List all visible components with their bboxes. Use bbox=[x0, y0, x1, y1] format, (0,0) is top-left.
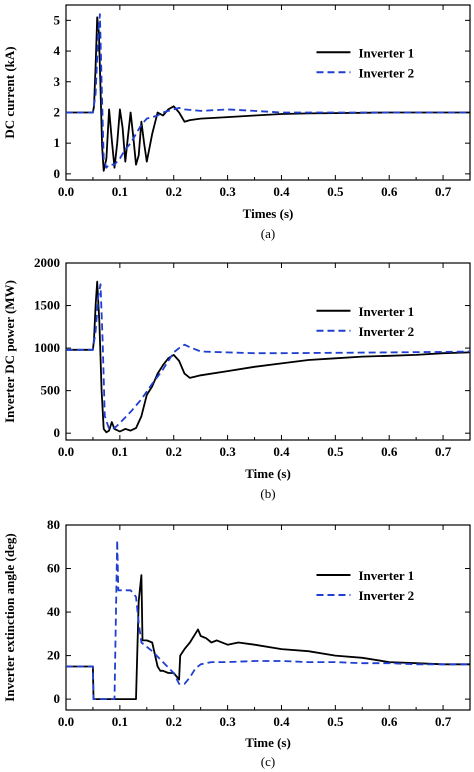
y-tick-label: 500 bbox=[41, 383, 61, 398]
plot-frame bbox=[65, 4, 471, 181]
chart-panel: 0.0 0.1 0.2 0.3 0.4 0.5 0.6 0.7 0 1 2 3 4 5 Times (s) D… bbox=[2, 4, 471, 241]
y-tick-label: 1000 bbox=[34, 340, 60, 355]
series-line-1 bbox=[66, 280, 471, 434]
x-tick-label: 0.1 bbox=[112, 714, 128, 729]
x-tick-label: 0.5 bbox=[327, 714, 344, 729]
legend-label-2: Inverter 2 bbox=[358, 324, 414, 339]
y-tick-label: 5 bbox=[54, 12, 61, 27]
x-tick-label: 0.2 bbox=[166, 184, 182, 199]
x-tick-label: 0.6 bbox=[381, 184, 398, 199]
y-tick-label: 2000 bbox=[34, 255, 60, 270]
y-axis-label: Inverter extinction angle (deg) bbox=[2, 533, 17, 701]
x-axis-label: Time (s) bbox=[245, 735, 291, 750]
y-tick-label: 40 bbox=[47, 604, 60, 619]
x-tick-label: 0.4 bbox=[273, 184, 290, 199]
x-tick-label: 0.7 bbox=[435, 444, 452, 459]
legend-label-1: Inverter 1 bbox=[358, 568, 414, 583]
y-tick-label: 80 bbox=[47, 517, 60, 532]
x-tick-label: 0.2 bbox=[166, 714, 182, 729]
x-tick-label: 0.0 bbox=[58, 184, 74, 199]
panel-caption: (c) bbox=[261, 754, 275, 769]
x-tick-label: 0.3 bbox=[219, 184, 236, 199]
x-tick-label: 0.4 bbox=[273, 444, 290, 459]
x-tick-label: 0.0 bbox=[58, 444, 74, 459]
y-axis-label: DC current (kA) bbox=[2, 46, 17, 138]
chart-panel: 0.0 0.1 0.2 0.3 0.4 0.5 0.6 0.7 0 500 1000 1500 2000… bbox=[2, 255, 471, 501]
legend-label-1: Inverter 1 bbox=[358, 45, 414, 60]
series-line-2 bbox=[66, 539, 470, 700]
x-axis-label: Times (s) bbox=[243, 206, 294, 221]
x-tick-label: 0.7 bbox=[435, 714, 452, 729]
y-tick-label: 4 bbox=[54, 43, 61, 58]
x-tick-label: 0.4 bbox=[273, 714, 290, 729]
y-tick-label: 1 bbox=[54, 135, 61, 150]
y-axis-label: Inverter DC power (MW) bbox=[2, 280, 17, 423]
y-tick-label: 0 bbox=[54, 691, 61, 706]
panel-caption: (a) bbox=[261, 226, 275, 241]
plot-frame bbox=[65, 262, 471, 441]
series-line-2 bbox=[66, 13, 470, 169]
x-tick-label: 0.6 bbox=[381, 444, 398, 459]
x-tick-label: 0.7 bbox=[435, 184, 452, 199]
x-tick-label: 0.5 bbox=[327, 184, 344, 199]
y-tick-label: 3 bbox=[54, 74, 61, 89]
legend-label-1: Inverter 1 bbox=[358, 304, 414, 319]
y-tick-label: 2 bbox=[54, 104, 61, 119]
plot-frame bbox=[65, 524, 471, 711]
x-tick-label: 0.3 bbox=[219, 714, 236, 729]
series-line-1 bbox=[66, 16, 470, 172]
x-tick-label: 0.6 bbox=[381, 714, 398, 729]
y-tick-label: 20 bbox=[47, 648, 60, 663]
x-tick-label: 0.2 bbox=[166, 444, 182, 459]
y-tick-label: 0 bbox=[54, 425, 61, 440]
x-axis-label: Time (s) bbox=[245, 466, 291, 481]
chart-panel: 0.0 0.1 0.2 0.3 0.4 0.5 0.6 0.7 0 20 40 60 80 Time (s… bbox=[2, 517, 471, 769]
x-tick-label: 0.3 bbox=[219, 444, 236, 459]
x-tick-label: 0.1 bbox=[112, 184, 128, 199]
legend-label-2: Inverter 2 bbox=[358, 588, 414, 603]
y-tick-label: 0 bbox=[54, 166, 61, 181]
panel-caption: (b) bbox=[260, 486, 275, 501]
series-line-2 bbox=[66, 283, 471, 430]
x-tick-label: 0.1 bbox=[112, 444, 128, 459]
legend-label-2: Inverter 2 bbox=[358, 65, 414, 80]
y-tick-label: 60 bbox=[47, 561, 60, 576]
x-tick-label: 0.5 bbox=[327, 444, 344, 459]
y-tick-label: 1500 bbox=[34, 298, 60, 313]
x-tick-label: 0.0 bbox=[58, 714, 74, 729]
series-line-1 bbox=[66, 574, 470, 700]
